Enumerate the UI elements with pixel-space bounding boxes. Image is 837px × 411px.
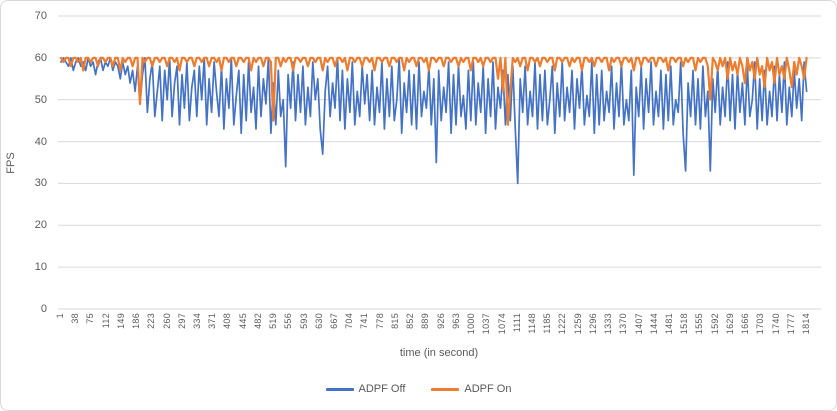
x-tick-label-1555: 1555 — [694, 313, 705, 335]
x-tick-label-1296: 1296 — [587, 313, 598, 335]
legend: ADPF Off ADPF On — [1, 383, 836, 395]
x-tick-label-778: 778 — [374, 313, 385, 329]
x-tick-label-1703: 1703 — [755, 313, 766, 335]
x-tick-label-186: 186 — [131, 313, 142, 329]
x-tick-label-1333: 1333 — [603, 313, 614, 335]
x-tick-label-1777: 1777 — [785, 313, 796, 335]
y-tick-label-0: 0 — [40, 303, 47, 315]
x-tick-label-1: 1 — [55, 313, 65, 319]
x-tick-label-149: 149 — [115, 313, 126, 329]
legend-line-swatch-adpf-on — [431, 387, 460, 391]
x-tick-label-1407: 1407 — [633, 313, 644, 335]
series-line-adpf-on — [59, 56, 808, 126]
y-tick-label-70: 70 — [34, 10, 47, 22]
x-tick-label-1629: 1629 — [724, 313, 735, 335]
x-tick-label-1037: 1037 — [481, 313, 492, 335]
x-tick-label-75: 75 — [85, 313, 96, 324]
y-axis-title: FPS — [5, 152, 17, 174]
x-tick-label-667: 667 — [329, 313, 340, 329]
y-tick-label-30: 30 — [34, 177, 47, 190]
x-tick-label-1259: 1259 — [572, 313, 583, 335]
legend-item-adpf-off: ADPF Off — [325, 383, 406, 395]
x-tick-label-1592: 1592 — [709, 313, 720, 335]
legend-item-adpf-on: ADPF On — [431, 383, 511, 395]
x-tick-label-556: 556 — [283, 313, 294, 329]
x-tick-label-1740: 1740 — [770, 313, 781, 335]
x-tick-label-38: 38 — [70, 313, 81, 324]
x-tick-label-1666: 1666 — [740, 313, 751, 335]
x-tick-label-593: 593 — [298, 313, 309, 329]
legend-label-adpf-off: ADPF Off — [358, 383, 406, 395]
x-tick-label-519: 519 — [268, 313, 279, 329]
x-tick-label-1481: 1481 — [663, 313, 674, 335]
x-tick-label-223: 223 — [146, 313, 157, 329]
x-tick-label-371: 371 — [207, 313, 218, 329]
x-tick-label-1185: 1185 — [542, 313, 553, 334]
x-tick-label-1518: 1518 — [679, 313, 690, 335]
x-tick-label-408: 408 — [222, 313, 233, 329]
x-tick-label-1148: 1148 — [526, 313, 537, 334]
x-tick-label-889: 889 — [420, 313, 431, 329]
x-axis-title: time (in second) — [399, 347, 479, 359]
y-tick-label-60: 60 — [34, 51, 47, 64]
x-tick-label-741: 741 — [359, 313, 370, 329]
x-tick-label-297: 297 — [176, 313, 187, 329]
x-tick-label-260: 260 — [161, 313, 172, 329]
x-tick-label-704: 704 — [344, 313, 355, 329]
x-tick-label-1814: 1814 — [801, 313, 811, 335]
x-tick-label-1000: 1000 — [466, 313, 477, 335]
x-tick-label-1370: 1370 — [618, 313, 629, 335]
x-tick-label-1074: 1074 — [496, 313, 507, 335]
y-tick-label-10: 10 — [34, 261, 47, 274]
x-tick-label-963: 963 — [450, 313, 461, 329]
legend-label-adpf-on: ADPF On — [464, 383, 512, 395]
legend-line-swatch-adpf-off — [325, 387, 354, 391]
x-tick-label-482: 482 — [252, 313, 263, 329]
x-tick-label-815: 815 — [389, 313, 400, 329]
x-tick-label-112: 112 — [100, 313, 111, 329]
x-tick-label-1444: 1444 — [648, 313, 659, 335]
x-tick-label-1222: 1222 — [557, 313, 568, 335]
x-tick-label-334: 334 — [192, 313, 203, 329]
x-tick-label-1111: 1111 — [511, 313, 522, 333]
series-line-adpf-off — [60, 57, 808, 185]
x-tick-label-630: 630 — [313, 313, 324, 329]
x-tick-label-926: 926 — [435, 313, 446, 329]
x-tick-label-852: 852 — [405, 313, 416, 329]
x-tick-label-445: 445 — [237, 313, 248, 329]
y-tick-label-20: 20 — [34, 219, 47, 232]
y-tick-label-50: 50 — [34, 93, 47, 106]
y-tick-label-40: 40 — [34, 135, 47, 148]
